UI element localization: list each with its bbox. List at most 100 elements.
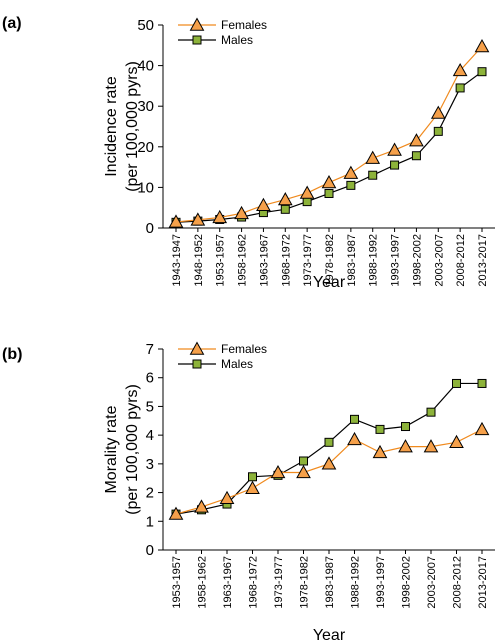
y-tick-label: 50 xyxy=(137,17,154,34)
males-point xyxy=(299,456,308,466)
y-axis-title: Incidence rate xyxy=(103,76,120,177)
x-tick-label: 1998-2002 xyxy=(401,556,413,609)
x-tick-label: 1953-1957 xyxy=(171,556,183,609)
panel-b-label: (b) xyxy=(2,346,22,363)
legend-label-females: Females xyxy=(221,18,267,32)
x-tick-label: 1973-1977 xyxy=(273,556,285,609)
y-tick-label: 0 xyxy=(146,220,154,237)
males-point xyxy=(426,407,436,417)
legend-label-males: Males xyxy=(221,33,253,47)
females-point xyxy=(245,480,260,494)
x-tick-label: 1993-1997 xyxy=(375,556,387,609)
females-point xyxy=(270,464,286,479)
females-point xyxy=(452,62,468,77)
x-tick-label: 1963-1967 xyxy=(222,556,234,609)
females-point xyxy=(277,192,293,206)
females-point xyxy=(474,38,490,53)
males-point xyxy=(477,378,487,388)
panel-a-label: (a) xyxy=(2,15,22,32)
y-tick-label: 10 xyxy=(137,179,154,196)
legend-marker-males xyxy=(192,35,202,45)
y-tick-label: 3 xyxy=(146,456,154,473)
males-point xyxy=(455,83,465,93)
y-tick-label: 1 xyxy=(146,513,154,530)
x-tick-label: 1963-1967 xyxy=(258,234,270,287)
incidence-chart: 0 10 20 30 40 50 1943-1947 1948-1952 1953-1957 19… xyxy=(103,17,495,291)
x-axis-title: Year xyxy=(313,627,346,644)
mortality-chart: 0 1 2 3 4 5 6 7 1953-1957 1958-1962 1963-1967 1968-… xyxy=(103,341,495,644)
males-point xyxy=(280,204,290,214)
males-point xyxy=(375,424,385,434)
females-point xyxy=(168,506,184,520)
y-tick-label: 2 xyxy=(146,485,154,502)
y-tick-label: 5 xyxy=(146,398,154,415)
females-point xyxy=(423,439,439,453)
males-point xyxy=(324,437,334,447)
males-point xyxy=(477,67,487,77)
females-point xyxy=(343,165,359,179)
x-tick-label: 1988-1992 xyxy=(350,556,362,609)
x-tick-label: 2008-2012 xyxy=(452,556,464,609)
males-point xyxy=(324,188,334,198)
females-point xyxy=(321,456,337,470)
y-axis-title: Morality rate xyxy=(103,405,120,493)
males-point xyxy=(248,472,257,482)
males-point xyxy=(346,180,356,190)
females-point xyxy=(409,133,424,147)
females-point xyxy=(449,434,464,449)
y-tick-label: 4 xyxy=(146,427,154,444)
x-tick-label: 1968-1972 xyxy=(280,234,292,287)
legend-label-males: Males xyxy=(221,357,253,371)
legend-marker-females xyxy=(189,341,205,355)
x-tick-label: 2003-2007 xyxy=(426,556,438,609)
males-point xyxy=(350,414,359,424)
x-tick-label: 2008-2012 xyxy=(455,234,467,287)
males-point xyxy=(452,378,461,388)
y-tick-label: 7 xyxy=(146,341,154,358)
females-point xyxy=(398,439,413,453)
x-tick-label: 2013-2017 xyxy=(477,556,489,609)
females-point xyxy=(234,205,249,220)
males-point xyxy=(401,422,410,432)
x-tick-label: 1998-2002 xyxy=(411,234,423,287)
y-tick-label: 20 xyxy=(137,139,154,156)
females-point xyxy=(347,431,362,446)
x-tick-label: 1968-1972 xyxy=(248,556,260,609)
x-tick-label: 1958-1962 xyxy=(197,556,209,609)
females-point xyxy=(372,444,388,459)
y-axis-unit: (per 100,000 pyrs) xyxy=(124,61,141,192)
females-point xyxy=(212,209,228,224)
females-point xyxy=(194,499,209,513)
x-tick-label: 1973-1977 xyxy=(302,234,314,287)
males-point xyxy=(302,197,312,207)
x-tick-label: 1993-1997 xyxy=(390,234,402,287)
females-point xyxy=(296,464,311,479)
females-point xyxy=(430,105,446,119)
males-point xyxy=(390,160,400,170)
legend-label-females: Females xyxy=(221,342,267,356)
legend-marker-males xyxy=(192,359,202,369)
x-axis-title: Year xyxy=(313,274,346,291)
females-point xyxy=(387,142,402,156)
females-point xyxy=(256,197,271,211)
females-point xyxy=(299,185,315,199)
females-point xyxy=(168,214,184,228)
females-point xyxy=(219,490,235,505)
y-tick-label: 30 xyxy=(137,98,154,115)
females-point xyxy=(190,212,206,226)
x-tick-label: 2003-2007 xyxy=(433,234,445,287)
x-tick-label: 1983-1987 xyxy=(324,556,336,609)
males-series-line xyxy=(175,71,483,223)
x-tick-label: 1953-1957 xyxy=(215,234,227,287)
males-point xyxy=(433,126,443,136)
males-point xyxy=(368,170,378,180)
y-axis-unit: (per 100,000 pyrs) xyxy=(124,384,141,515)
x-tick-label: 1988-1992 xyxy=(368,234,380,287)
y-tick-label: 0 xyxy=(146,542,154,559)
x-tick-label: 1978-1982 xyxy=(299,556,311,609)
females-point xyxy=(321,174,337,189)
males-point xyxy=(411,151,421,161)
x-tick-label: 1983-1987 xyxy=(346,234,358,287)
x-tick-label: 1948-1952 xyxy=(193,234,205,287)
